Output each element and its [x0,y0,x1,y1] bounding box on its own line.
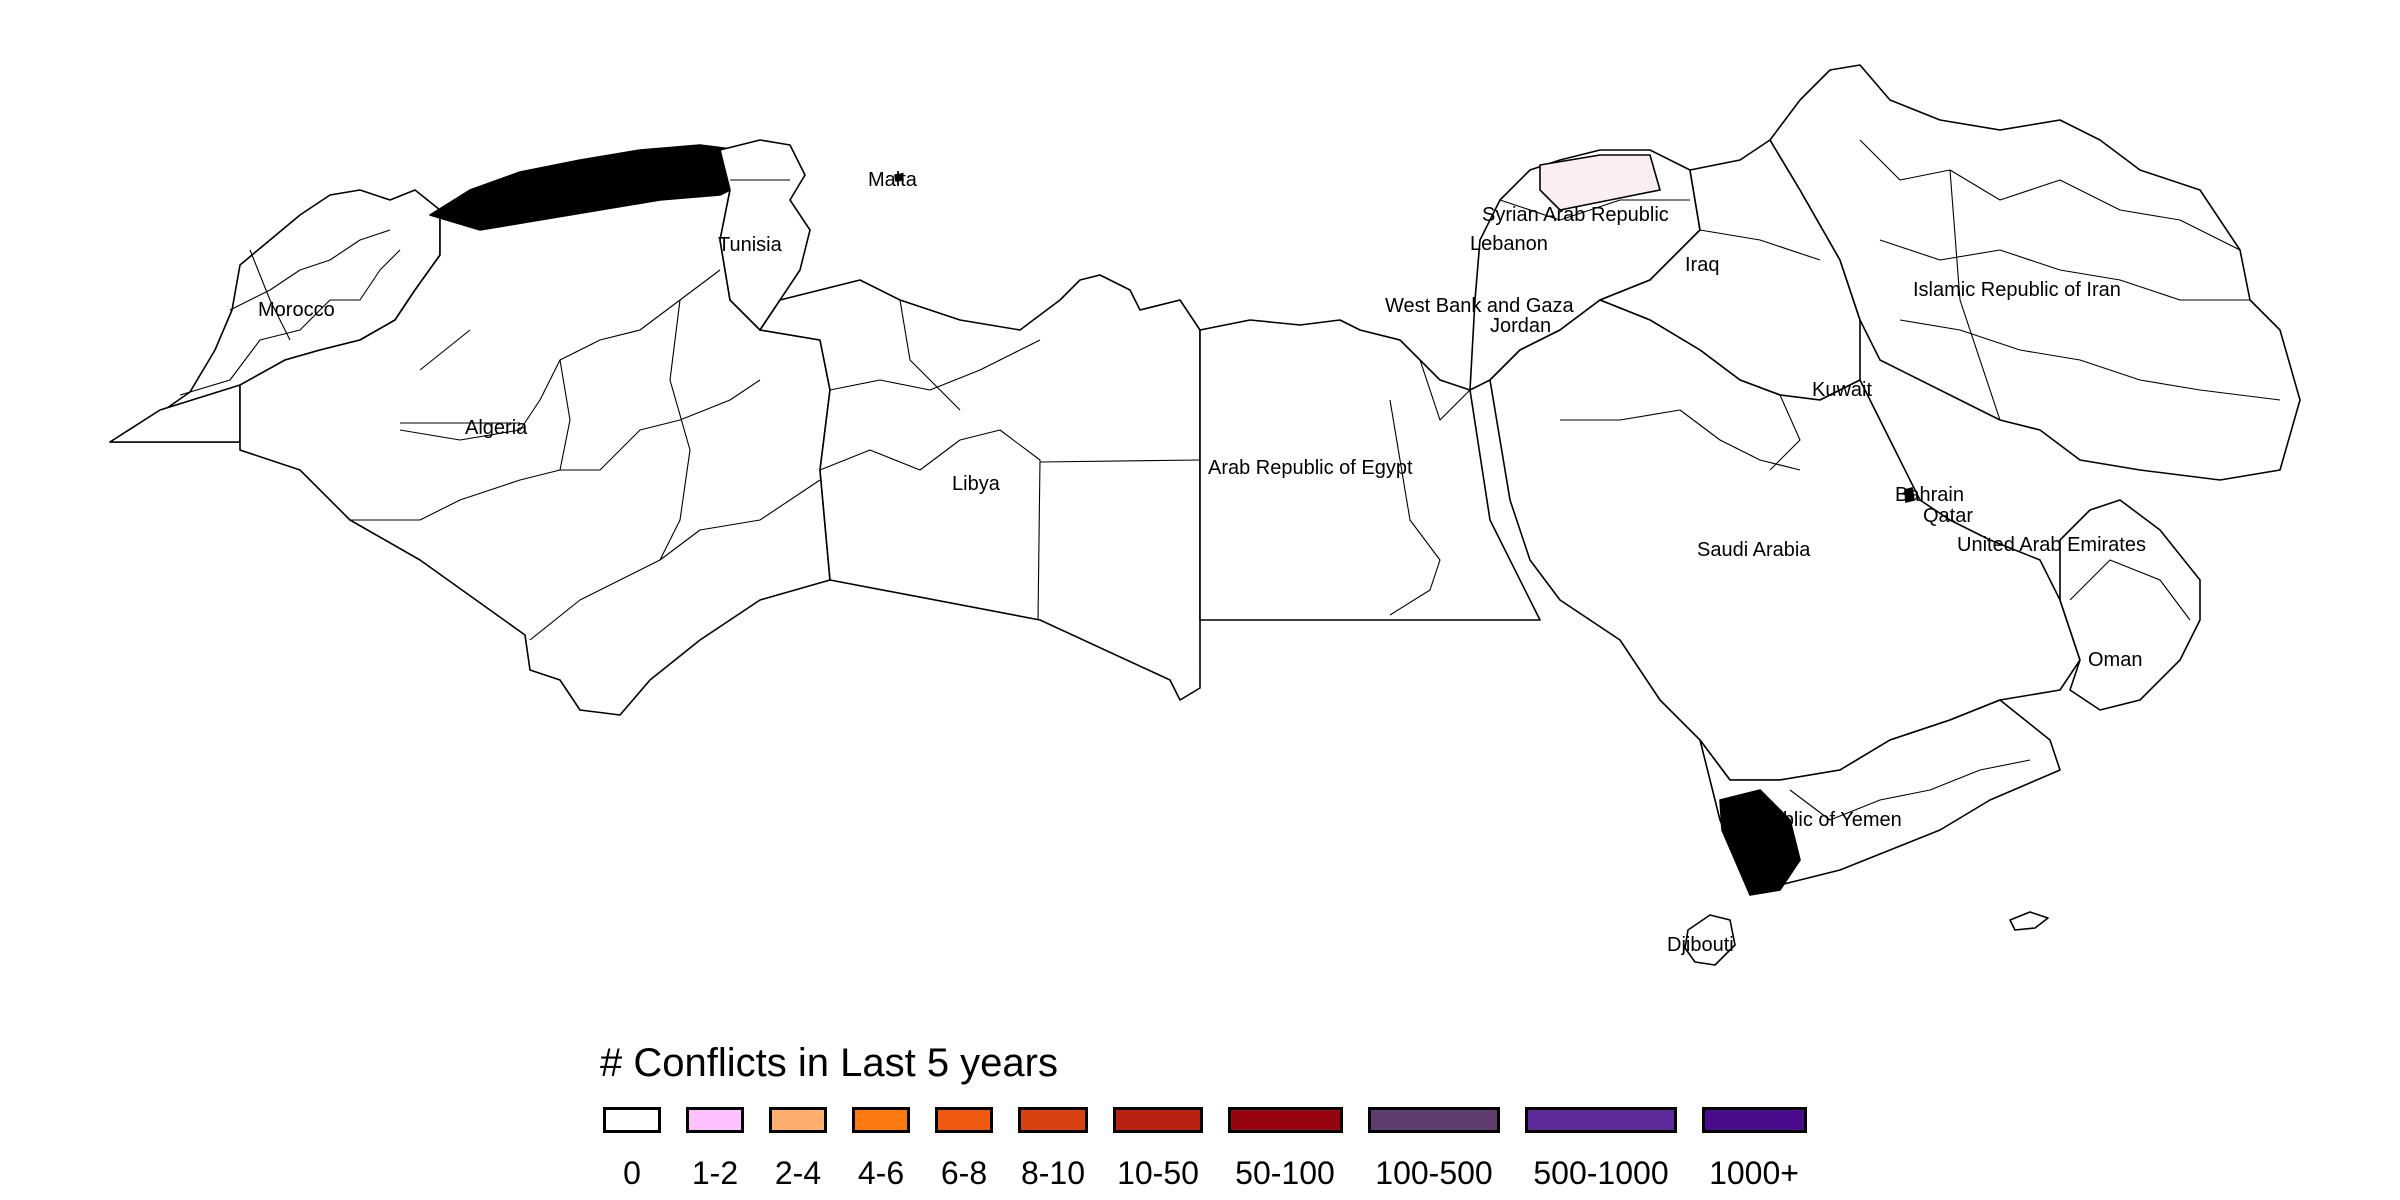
legend-label-500-1000: 500-1000 [1533,1155,1669,1191]
legend-label-2-4: 2-4 [774,1155,822,1191]
legend-swatch-1000plus [1702,1107,1807,1133]
label-yemen: Republic of Yemen [1735,809,1902,831]
legend-swatch-50-100 [1228,1107,1343,1133]
region-iran-borders-2 [1879,239,2250,301]
map-canvas [109,64,2301,966]
legend-swatch-6-8 [935,1107,993,1133]
legend-label-1000plus: 1000+ [1709,1155,1799,1191]
legend-label-0: 0 [623,1155,641,1191]
region-oman-borders [2069,559,2191,621]
legend-label-6-8: 6-8 [940,1155,988,1191]
region-libya [759,274,1201,701]
label-morocco: Morocco [258,299,335,321]
label-iran: Islamic Republic of Iran [1913,279,2121,301]
region-yemen-dense [1719,789,1801,896]
label-tunisia: Tunisia [718,234,782,256]
label-jordan: Jordan [1490,315,1552,337]
region-saudi-borders [1560,409,1801,471]
region-djibouti [1684,914,1736,966]
region-iran [1769,64,2301,481]
region-iran-borders-3 [1899,319,2281,401]
region-morocco-borders-3 [249,249,291,341]
region-western-sahara [109,384,241,443]
label-libya: Libya [952,473,1000,495]
region-syria-shade [1539,154,1661,211]
legend-swatch-4-6 [852,1107,910,1133]
label-iraq: Iraq [1685,254,1720,276]
legend-swatch-0 [603,1107,661,1133]
region-oman [2059,499,2201,711]
region-algeria-borders-5 [559,359,571,471]
label-saudi-arabia: Saudi Arabia [1697,539,1811,561]
legend-swatch-1-2 [686,1107,744,1133]
region-socotra [2009,911,2049,931]
region-iran-borders-4 [1949,169,2001,421]
legend-label-100-500: 100-500 [1375,1155,1493,1191]
legend-swatch-500-1000 [1525,1107,1677,1133]
region-iran-borders [1859,139,2241,251]
label-lebanon: Lebanon [1470,233,1548,255]
legend-swatch-8-10 [1018,1107,1088,1133]
region-algeria-borders-2 [350,379,761,521]
region-morocco-borders-2 [229,229,391,311]
legend-swatch-100-500 [1368,1107,1500,1133]
region-bahrain-mark [1904,487,1915,503]
legend-label-8-10: 8-10 [1020,1155,1086,1191]
region-malta-mark [894,173,904,182]
region-libya-borders [829,339,1041,391]
label-malta: Malta [868,169,917,191]
legend-swatch-2-4 [769,1107,827,1133]
label-djibouti: Djibouti [1667,934,1734,956]
region-saudi-borders-2 [1769,394,1801,471]
legend-swatch-10-50 [1113,1107,1203,1133]
region-iraq-borders [1699,229,1821,261]
legend-label-4-6: 4-6 [857,1155,905,1191]
region-libya-borders-2 [819,429,1041,621]
region-levant-borders [1499,199,1690,221]
region-yemen-borders [1789,759,2031,821]
label-syria: Syrian Arab Republic [1482,204,1669,226]
label-algeria: Algeria [465,417,528,439]
legend-label-1-2: 1-2 [691,1155,739,1191]
label-egypt: Arab Republic of Egypt [1208,457,1413,479]
legend-label-50-100: 50-100 [1235,1155,1335,1191]
label-oman: Oman [2088,649,2143,671]
region-egypt-nile [1389,399,1441,616]
legend-title: # Conflicts in Last 5 years [600,1041,1058,1085]
label-kuwait: Kuwait [1812,379,1873,401]
region-algeria-stripes-2 [419,329,471,371]
region-tunisia [719,139,811,331]
region-egypt-sinai [1419,359,1471,421]
label-uae: United Arab Emirates [1957,534,2146,556]
label-west-bank-gaza: West Bank and Gaza [1385,295,1574,317]
region-morocco-borders [179,249,401,396]
legend-label-10-50: 10-50 [1117,1155,1199,1191]
label-qatar: Qatar [1923,505,1974,527]
region-libya-borders-3 [1039,459,1201,463]
label-bahrain: Bahrain [1895,484,1964,506]
region-algeria-borders-4 [659,299,691,561]
region-libya-borders-4 [899,299,961,411]
